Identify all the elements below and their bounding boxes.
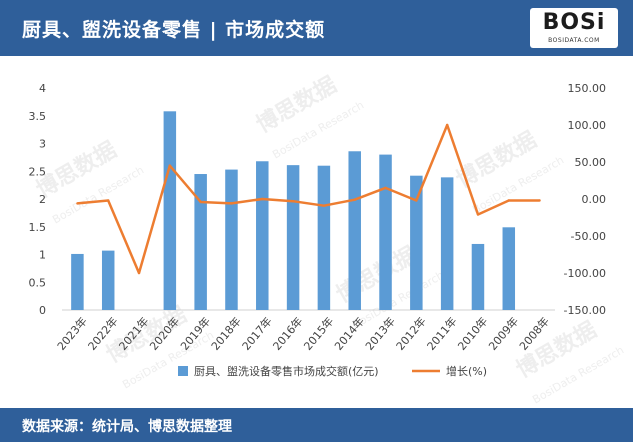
y-left-tick-label: 0.5 (29, 276, 47, 289)
footer-bar: 数据来源：统计局、博思数据整理 (0, 408, 633, 442)
y-left-tick-label: 2.5 (29, 165, 47, 178)
x-tick-label: 2018年 (208, 314, 244, 353)
legend-label-bars: 厨具、盥洗设备零售市场成交额(亿元) (194, 364, 379, 378)
growth-point (137, 271, 141, 275)
y-right-tick-label: 0.00 (582, 193, 607, 206)
y-left-tick-label: 3.5 (29, 110, 47, 123)
x-tick-label: 2015年 (301, 314, 337, 353)
bar (286, 165, 300, 310)
bar (440, 177, 454, 310)
growth-point (291, 200, 295, 203)
growth-point (76, 202, 79, 205)
growth-point (168, 164, 172, 167)
y-right-tick-label: 100.00 (568, 119, 607, 132)
data-source: 数据来源：统计局、博思数据整理 (22, 419, 232, 435)
bar (348, 151, 361, 310)
growth-point (261, 197, 264, 201)
growth-point (445, 123, 449, 127)
growth-point (384, 186, 387, 190)
y-left-tick-label: 0 (39, 304, 46, 317)
legend-label-line: 增长(%) (446, 364, 487, 378)
bar (163, 111, 177, 310)
x-tick-label: 2012年 (393, 314, 429, 353)
bar (471, 243, 485, 310)
growth-point (199, 200, 202, 204)
y-left-tick-label: 1.5 (29, 221, 47, 234)
bar (194, 174, 207, 310)
growth-point (230, 202, 233, 205)
growth-point (538, 199, 541, 202)
brand-logo: BOSi BOSIDATA.COM (530, 8, 618, 48)
growth-point (322, 204, 326, 207)
y-right-tick-label: -100.00 (564, 267, 606, 280)
chart-area: 博思数据 BosiData Research 博思数据 BosiData Resear… (0, 56, 633, 408)
header-bar: 厨具、盥洗设备零售 | 市场成交额 BOSi BOSIDATA.COM (0, 0, 633, 56)
bar (101, 250, 115, 310)
y-right-tick-label: 150.00 (568, 82, 607, 95)
y-right-tick-label: -150.00 (564, 304, 606, 317)
bar (379, 154, 392, 310)
y-left-tick-label: 1 (39, 249, 46, 262)
x-tick-label: 2017年 (239, 314, 275, 353)
growth-point (507, 199, 510, 202)
logo-text: BOSi (542, 10, 606, 35)
bar (502, 227, 516, 310)
bar (71, 253, 84, 310)
logo-subtext: BOSIDATA.COM (548, 37, 600, 44)
page-title: 厨具、盥洗设备零售 | 市场成交额 (22, 19, 326, 41)
bar (317, 165, 331, 310)
legend-swatch-bars (178, 366, 188, 376)
x-tick-label: 2011年 (424, 314, 460, 353)
growth-point (107, 199, 110, 202)
y-right-tick-label: -50.00 (571, 230, 606, 243)
growth-point (415, 199, 418, 202)
bar (225, 169, 238, 310)
growth-line (77, 123, 540, 275)
bar (256, 161, 269, 310)
y-left-tick-label: 3 (39, 138, 46, 151)
x-tick-label: 2023年 (54, 314, 90, 353)
y-left-tick-label: 4 (39, 82, 46, 95)
growth-point (353, 198, 356, 201)
x-tick-label: 2009年 (485, 314, 521, 353)
x-tick-label: 2016年 (270, 314, 306, 353)
growth-point (476, 213, 480, 216)
y-right-tick-label: 50.00 (575, 156, 607, 169)
y-left-tick-label: 2 (39, 193, 46, 206)
x-tick-label: 2010年 (455, 314, 491, 353)
bar (410, 175, 423, 310)
